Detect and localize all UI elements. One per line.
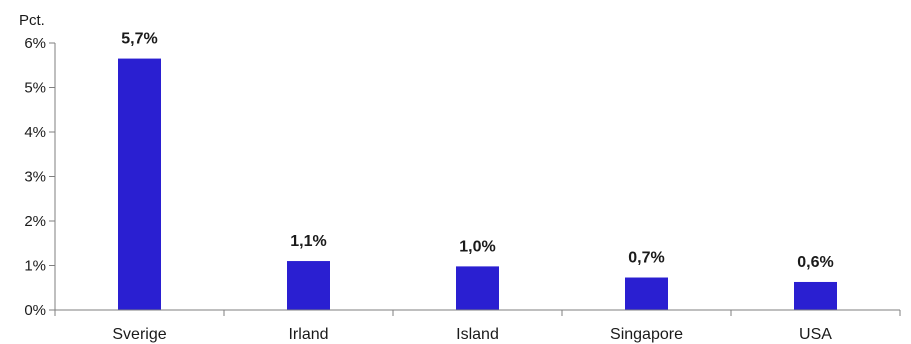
data-labels: 5,7% 1,1% 1,0% 0,7% 0,6% <box>121 31 833 271</box>
bar-data-label: 5,7% <box>121 31 157 48</box>
x-tick-label: Irland <box>288 326 328 343</box>
bar-data-label: 1,1% <box>290 233 326 250</box>
y-tick-label: 4% <box>24 124 46 141</box>
x-tick-label: Singapore <box>610 326 683 343</box>
x-tick-label: Sverige <box>112 326 166 343</box>
bar <box>287 261 330 310</box>
bar-data-label: 0,6% <box>797 254 833 271</box>
bar <box>118 58 161 311</box>
y-tick-label: 6% <box>24 35 46 52</box>
y-axis: 0% 1% 2% 3% 4% 5% 6% <box>24 35 56 319</box>
bar-data-label: 1,0% <box>459 238 495 255</box>
x-tick-label: Island <box>456 326 499 343</box>
y-tick-label: 1% <box>24 258 46 275</box>
bar-data-label: 0,7% <box>628 250 664 267</box>
y-tick-label: 2% <box>24 213 46 230</box>
bar <box>794 281 837 310</box>
bar <box>456 266 499 310</box>
y-axis-unit-label: Pct. <box>19 12 45 29</box>
y-tick-label: 3% <box>24 169 46 186</box>
bar <box>625 277 668 310</box>
x-axis: Sverige Irland Island Singapore USA <box>54 309 901 343</box>
x-tick-label: USA <box>799 326 832 343</box>
y-tick-label: 0% <box>24 302 46 319</box>
bars <box>118 58 837 311</box>
y-tick-label: 5% <box>24 80 46 97</box>
